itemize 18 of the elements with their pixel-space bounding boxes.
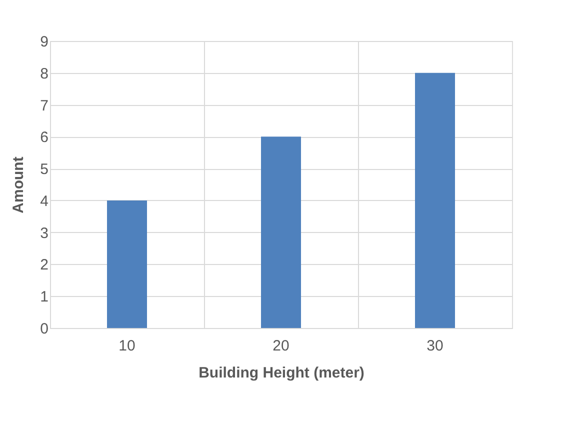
y-tick-label: 8 bbox=[40, 65, 48, 82]
y-tick-label: 4 bbox=[40, 192, 48, 210]
bar bbox=[415, 72, 455, 328]
y-tick-label: 1 bbox=[40, 288, 48, 306]
bar bbox=[261, 136, 301, 328]
y-tick-label: 5 bbox=[40, 161, 48, 178]
x-tick-label: 10 bbox=[118, 338, 136, 354]
bar bbox=[107, 200, 147, 328]
x-axis-title: Building Height (meter) bbox=[198, 364, 364, 382]
y-axis-title: Amount bbox=[10, 156, 28, 214]
x-tick-label: 20 bbox=[272, 338, 290, 354]
y-tick-label: 2 bbox=[40, 256, 48, 274]
y-tick-label: 0 bbox=[40, 320, 48, 338]
y-tick-label: 9 bbox=[40, 34, 48, 50]
y-tick-label: 6 bbox=[40, 129, 48, 146]
y-tick-label: 3 bbox=[40, 224, 48, 242]
y-tick-label: 7 bbox=[40, 97, 48, 114]
x-tick-label: 30 bbox=[426, 338, 444, 354]
